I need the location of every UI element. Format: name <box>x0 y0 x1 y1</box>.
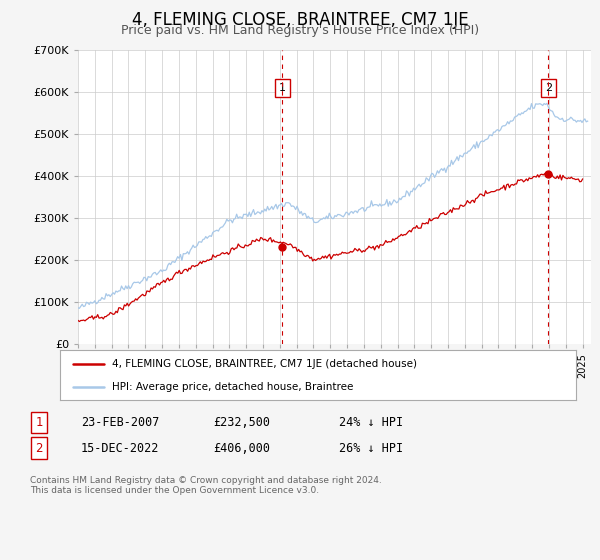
Text: £232,500: £232,500 <box>213 416 270 430</box>
Text: HPI: Average price, detached house, Braintree: HPI: Average price, detached house, Brai… <box>112 382 353 393</box>
Text: 4, FLEMING CLOSE, BRAINTREE, CM7 1JE: 4, FLEMING CLOSE, BRAINTREE, CM7 1JE <box>131 11 469 29</box>
Text: Price paid vs. HM Land Registry's House Price Index (HPI): Price paid vs. HM Land Registry's House … <box>121 24 479 37</box>
Text: 15-DEC-2022: 15-DEC-2022 <box>81 441 160 455</box>
Text: 24% ↓ HPI: 24% ↓ HPI <box>339 416 403 430</box>
Text: £406,000: £406,000 <box>213 441 270 455</box>
Text: 1: 1 <box>35 416 43 430</box>
Text: 1: 1 <box>278 83 286 93</box>
Text: 2: 2 <box>545 83 552 93</box>
Text: 23-FEB-2007: 23-FEB-2007 <box>81 416 160 430</box>
Text: 2: 2 <box>35 441 43 455</box>
Text: 4, FLEMING CLOSE, BRAINTREE, CM7 1JE (detached house): 4, FLEMING CLOSE, BRAINTREE, CM7 1JE (de… <box>112 359 416 369</box>
Text: 26% ↓ HPI: 26% ↓ HPI <box>339 441 403 455</box>
Text: Contains HM Land Registry data © Crown copyright and database right 2024.
This d: Contains HM Land Registry data © Crown c… <box>30 476 382 496</box>
